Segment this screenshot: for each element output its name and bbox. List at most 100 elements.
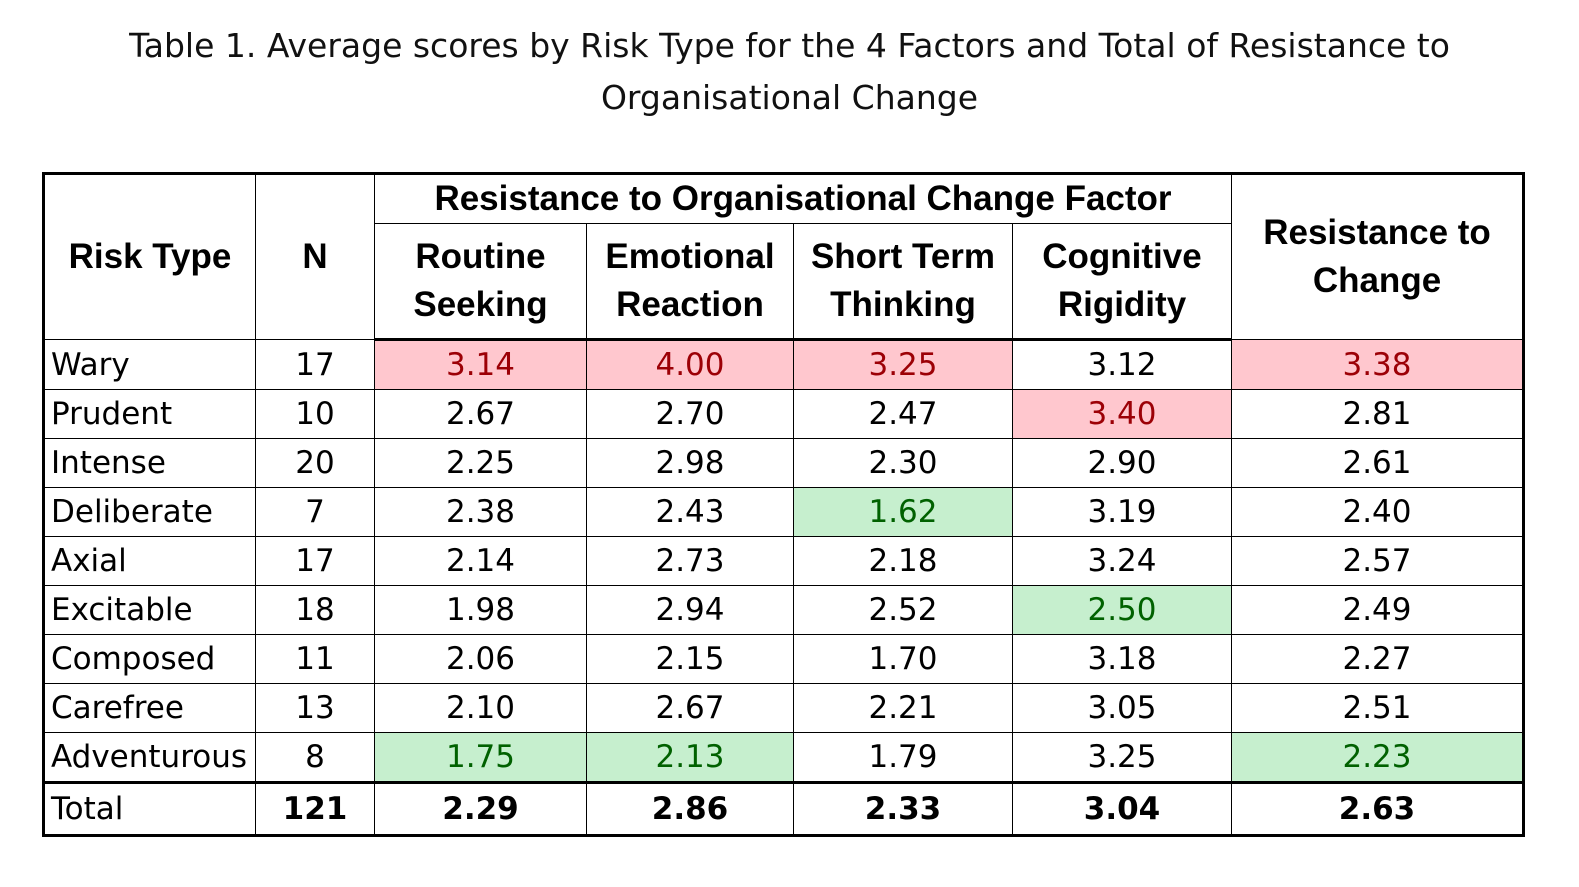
cell-emotional-reaction: 2.13	[586, 732, 794, 783]
cell-routine-seeking: 2.25	[374, 438, 587, 488]
table-row: Prudent 10 2.67 2.70 2.47 3.40 2.81	[43, 389, 1524, 439]
cell-resistance-to-change: 3.38	[1231, 339, 1524, 390]
header-line: Resistance to	[1263, 213, 1491, 252]
cell-short-term-thinking: 2.47	[793, 389, 1013, 439]
table-row: Axial 17 2.14 2.73 2.18 3.24 2.57	[43, 536, 1524, 586]
cell-n: 17	[255, 536, 375, 586]
cell-routine-seeking: 1.98	[374, 585, 587, 635]
header-row-top: Risk Type N Resistance to Organisational…	[43, 173, 1524, 340]
cell-routine-seeking: 2.67	[374, 389, 587, 439]
cell-emotional-reaction: 2.94	[586, 585, 794, 635]
table-caption: Table 1. Average scores by Risk Type for…	[0, 20, 1579, 124]
cell-short-term-thinking: 2.30	[793, 438, 1013, 488]
cell-emotional-reaction: 2.15	[586, 634, 794, 684]
table-row: Intense 20 2.25 2.98 2.30 2.90 2.61	[43, 438, 1524, 488]
header-routine-seeking: Routine Seeking	[374, 223, 587, 341]
header-line: Cognitive	[1042, 237, 1202, 276]
table-row: Composed 11 2.06 2.15 1.70 3.18 2.27	[43, 634, 1524, 684]
cell-routine-seeking: 2.29	[374, 781, 587, 836]
cell-cognitive-rigidity: 3.12	[1012, 339, 1232, 390]
cell-short-term-thinking: 3.25	[793, 339, 1013, 390]
cell-n: 17	[255, 339, 375, 390]
cell-short-term-thinking: 2.18	[793, 536, 1013, 586]
cell-routine-seeking: 3.14	[374, 339, 587, 390]
cell-resistance-to-change: 2.23	[1231, 732, 1524, 783]
header-line: Change	[1312, 261, 1442, 300]
cell-resistance-to-change: 2.49	[1231, 585, 1524, 635]
cell-n: 7	[255, 487, 375, 537]
cell-emotional-reaction: 2.73	[586, 536, 794, 586]
cell-cognitive-rigidity: 2.90	[1012, 438, 1232, 488]
cell-routine-seeking: 2.10	[374, 683, 587, 733]
cell-emotional-reaction: 2.43	[586, 487, 794, 537]
cell-routine-seeking: 2.14	[374, 536, 587, 586]
header-line: Reaction	[616, 285, 764, 324]
cell-n: 121	[255, 781, 375, 836]
cell-n: 20	[255, 438, 375, 488]
header-emotional-reaction: Emotional Reaction	[586, 223, 794, 341]
table-row: Carefree 13 2.10 2.67 2.21 3.05 2.51	[43, 683, 1524, 733]
cell-resistance-to-change: 2.61	[1231, 438, 1524, 488]
cell-risk-type: Total	[43, 781, 256, 836]
table-row: Deliberate 7 2.38 2.43 1.62 3.19 2.40	[43, 487, 1524, 537]
cell-risk-type: Axial	[43, 536, 256, 586]
header-line: Rigidity	[1057, 285, 1187, 324]
cell-risk-type: Intense	[43, 438, 256, 488]
table-row: Excitable 18 1.98 2.94 2.52 2.50 2.49	[43, 585, 1524, 635]
cell-cognitive-rigidity: 3.24	[1012, 536, 1232, 586]
header-line: Routine	[415, 237, 546, 276]
cell-cognitive-rigidity: 3.25	[1012, 732, 1232, 783]
table-row: Wary 17 3.14 4.00 3.25 3.12 3.38	[43, 339, 1524, 390]
cell-risk-type: Deliberate	[43, 487, 256, 537]
cell-cognitive-rigidity: 3.18	[1012, 634, 1232, 684]
cell-short-term-thinking: 1.79	[793, 732, 1013, 783]
cell-short-term-thinking: 2.21	[793, 683, 1013, 733]
total-row: Total 121 2.29 2.86 2.33 3.04 2.63	[43, 781, 1524, 836]
cell-emotional-reaction: 4.00	[586, 339, 794, 390]
header-short-term-thinking: Short Term Thinking	[793, 223, 1013, 341]
header-cognitive-rigidity: Cognitive Rigidity	[1012, 223, 1232, 341]
header-line: Seeking	[413, 285, 548, 324]
cell-emotional-reaction: 2.70	[586, 389, 794, 439]
cell-risk-type: Composed	[43, 634, 256, 684]
cell-emotional-reaction: 2.98	[586, 438, 794, 488]
cell-risk-type: Prudent	[43, 389, 256, 439]
cell-n: 18	[255, 585, 375, 635]
cell-short-term-thinking: 2.33	[793, 781, 1013, 836]
header-row-sub: Routine Seeking Emotional Reaction Short…	[44, 223, 1524, 341]
cell-risk-type: Wary	[43, 339, 256, 390]
cell-resistance-to-change: 2.57	[1231, 536, 1524, 586]
cell-short-term-thinking: 1.70	[793, 634, 1013, 684]
cell-cognitive-rigidity: 3.19	[1012, 487, 1232, 537]
cell-risk-type: Excitable	[43, 585, 256, 635]
header-factor-group: Resistance to Organisational Change Fact…	[374, 173, 1232, 224]
cell-cognitive-rigidity: 2.50	[1012, 585, 1232, 635]
caption-line-2: Organisational Change	[600, 78, 979, 117]
cell-short-term-thinking: 2.52	[793, 585, 1013, 635]
cell-routine-seeking: 1.75	[374, 732, 587, 783]
cell-resistance-to-change: 2.27	[1231, 634, 1524, 684]
cell-routine-seeking: 2.38	[374, 487, 587, 537]
risk-type-table: Risk Type N Resistance to Organisational…	[42, 172, 1525, 837]
cell-routine-seeking: 2.06	[374, 634, 587, 684]
cell-cognitive-rigidity: 3.05	[1012, 683, 1232, 733]
cell-risk-type: Adventurous	[43, 732, 256, 783]
cell-resistance-to-change: 2.81	[1231, 389, 1524, 439]
cell-cognitive-rigidity: 3.04	[1012, 781, 1232, 836]
cell-n: 8	[255, 732, 375, 783]
header-line: Short Term	[810, 237, 996, 276]
header-line: Emotional	[605, 237, 775, 276]
caption-line-1: Table 1. Average scores by Risk Type for…	[129, 26, 1450, 65]
header-resistance-to-change: Resistance to Change	[1231, 173, 1524, 340]
cell-n: 11	[255, 634, 375, 684]
cell-emotional-reaction: 2.86	[586, 781, 794, 836]
header-line: Thinking	[830, 285, 976, 324]
cell-resistance-to-change: 2.40	[1231, 487, 1524, 537]
cell-emotional-reaction: 2.67	[586, 683, 794, 733]
cell-resistance-to-change: 2.51	[1231, 683, 1524, 733]
cell-cognitive-rigidity: 3.40	[1012, 389, 1232, 439]
cell-n: 10	[255, 389, 375, 439]
header-risk-type: Risk Type	[43, 173, 256, 340]
cell-risk-type: Carefree	[43, 683, 256, 733]
header-n: N	[255, 173, 375, 340]
